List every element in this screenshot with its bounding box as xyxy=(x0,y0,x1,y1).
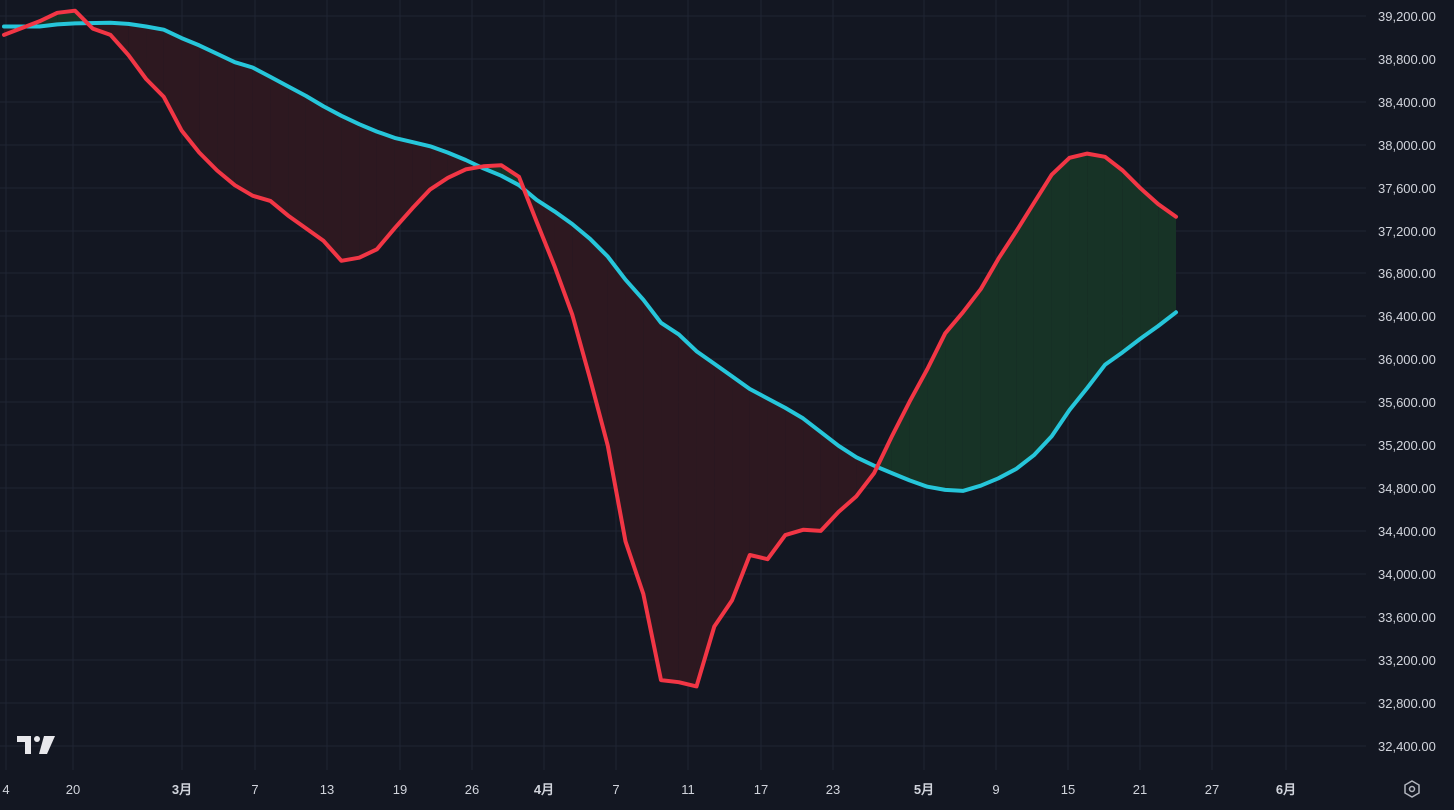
price-tick-label: 34,000.00 xyxy=(1378,567,1436,582)
date-tick-label: 4 xyxy=(2,782,9,797)
price-tick-label: 32,400.00 xyxy=(1378,739,1436,754)
area-fill-segment xyxy=(1104,156,1123,365)
red-series-line xyxy=(2,8,1178,689)
area-fill-segment xyxy=(661,322,679,683)
date-tick-label: 19 xyxy=(393,782,407,797)
area-fill-segment xyxy=(714,363,733,627)
date-tick-label: 23 xyxy=(826,782,840,797)
area-fill-segment xyxy=(1033,174,1052,456)
series-lines xyxy=(2,8,1178,689)
price-tick-label: 34,800.00 xyxy=(1378,481,1436,496)
price-tick-label: 37,200.00 xyxy=(1378,224,1436,239)
area-fill-segment xyxy=(767,398,786,560)
price-tick-label: 32,800.00 xyxy=(1378,696,1436,711)
price-axis[interactable]: 39,200.00 38,800.00 38,400.00 38,000.00 37,6… xyxy=(1378,9,1436,754)
area-fill-segment xyxy=(891,401,910,481)
area-fill-segment xyxy=(554,211,573,315)
area-fill-segment xyxy=(1122,170,1141,353)
area-fill-segment xyxy=(572,224,590,379)
area-fill-segment xyxy=(749,389,768,560)
area-fill-segment xyxy=(678,334,697,687)
area-fill-segment xyxy=(696,351,715,687)
area-fill-segment xyxy=(1069,153,1088,411)
area-fill-segment xyxy=(323,106,342,261)
area-fill-segment xyxy=(163,29,182,131)
date-tick-label: 15 xyxy=(1061,782,1075,797)
area-fill-segment xyxy=(856,457,875,497)
date-tick-label: 6月 xyxy=(1276,782,1296,797)
area-fill-segment xyxy=(305,95,324,241)
area-fill-segment xyxy=(927,333,946,490)
price-tick-label: 38,000.00 xyxy=(1378,138,1436,153)
area-fill-segment xyxy=(359,124,377,258)
price-tick-label: 37,600.00 xyxy=(1378,181,1436,196)
area-fill-segment xyxy=(288,86,306,229)
area-fill-segment xyxy=(252,67,271,201)
date-tick-label: 3月 xyxy=(172,782,192,797)
date-tick-label: 7 xyxy=(612,782,619,797)
area-fill-segment xyxy=(217,53,235,186)
area-fill-segment xyxy=(1158,204,1176,326)
price-tick-label: 38,400.00 xyxy=(1378,95,1436,110)
date-tick-label: 7 xyxy=(251,782,258,797)
area-fill-segment xyxy=(998,231,1017,479)
price-tick-label: 39,200.00 xyxy=(1378,9,1436,24)
area-fill-segment xyxy=(181,38,200,153)
date-tick-label: 9 xyxy=(992,782,999,797)
price-tick-label: 35,600.00 xyxy=(1378,395,1436,410)
area-fill-segment xyxy=(341,115,360,261)
date-tick-label: 13 xyxy=(320,782,334,797)
area-fill-segment xyxy=(536,199,555,267)
date-tick-label: 4月 xyxy=(534,782,554,797)
area-fill-segment xyxy=(376,131,395,250)
area-fill-segment xyxy=(962,289,981,491)
area-fill-segment xyxy=(980,258,999,486)
cyan-series-line xyxy=(2,20,1178,493)
area-fill-segment xyxy=(838,445,857,512)
area-fill-segment xyxy=(1087,153,1105,388)
area-fill-segment xyxy=(785,407,804,536)
price-tick-label: 36,400.00 xyxy=(1378,309,1436,324)
area-fill-segment xyxy=(820,432,839,531)
date-tick-label: 5月 xyxy=(914,782,934,797)
area-fill-segment xyxy=(234,62,253,196)
time-axis[interactable]: 4 20 3月 7 13 19 26 4月 7 11 17 23 5月 9 15 21 27 6月 xyxy=(2,782,1296,797)
price-tick-label: 36,800.00 xyxy=(1378,266,1436,281)
area-fill-segment xyxy=(270,76,289,216)
area-fill-segment xyxy=(732,376,750,601)
area-fill-segment xyxy=(909,369,928,487)
area-fill-segment xyxy=(146,26,164,97)
tradingview-logo[interactable] xyxy=(16,733,56,757)
price-tick-label: 38,800.00 xyxy=(1378,52,1436,67)
area-fill-segment xyxy=(394,137,413,229)
area-fill-segment xyxy=(625,279,644,594)
date-tick-label: 17 xyxy=(754,782,768,797)
area-fill-segment xyxy=(1016,203,1034,469)
settings-hexagon-icon[interactable] xyxy=(1402,779,1422,799)
price-tick-label: 34,400.00 xyxy=(1378,524,1436,539)
date-tick-label: 20 xyxy=(66,782,80,797)
price-tick-label: 36,000.00 xyxy=(1378,352,1436,367)
date-tick-label: 21 xyxy=(1133,782,1147,797)
area-fill-segment xyxy=(945,312,963,491)
area-fills xyxy=(4,10,1176,687)
area-fill-segment xyxy=(128,23,147,80)
area-fill-segment xyxy=(110,22,129,55)
area-fill-segment xyxy=(607,256,626,542)
date-tick-label: 26 xyxy=(465,782,479,797)
price-tick-label: 33,600.00 xyxy=(1378,610,1436,625)
area-fill-segment xyxy=(643,299,662,681)
date-tick-label: 11 xyxy=(681,782,695,797)
area-fill-segment xyxy=(1051,157,1070,437)
area-fill-segment xyxy=(803,418,821,531)
date-tick-label: 27 xyxy=(1205,782,1219,797)
price-tick-label: 33,200.00 xyxy=(1378,653,1436,668)
area-fill-segment xyxy=(199,45,218,171)
price-tick-label: 35,200.00 xyxy=(1378,438,1436,453)
area-fill-segment xyxy=(1140,188,1159,339)
